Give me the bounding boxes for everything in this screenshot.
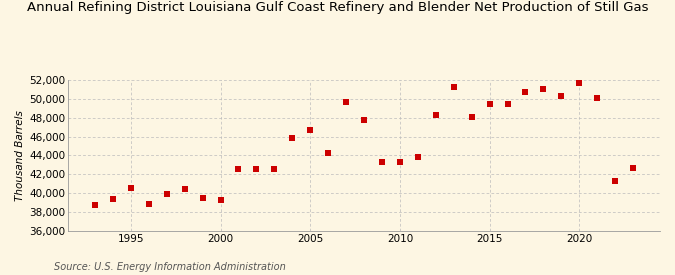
Point [107, 197, 118, 201]
Point [610, 178, 620, 183]
Point [431, 113, 441, 117]
Point [484, 102, 495, 107]
Text: Source: U.S. Energy Information Administration: Source: U.S. Energy Information Administ… [54, 262, 286, 272]
Point [628, 165, 639, 170]
Point [90, 203, 101, 208]
Point [538, 87, 549, 92]
Point [520, 90, 531, 94]
Point [358, 117, 369, 122]
Point [305, 128, 316, 132]
Point [466, 115, 477, 119]
Point [556, 94, 567, 98]
Point [377, 160, 387, 164]
Y-axis label: Thousand Barrels: Thousand Barrels [15, 110, 25, 201]
Point [287, 136, 298, 141]
Point [592, 96, 603, 100]
Point [126, 186, 136, 191]
Point [143, 202, 154, 207]
Point [197, 196, 208, 200]
Point [180, 187, 190, 191]
Point [215, 197, 226, 202]
Point [251, 167, 262, 172]
Point [269, 167, 279, 172]
Point [323, 150, 333, 155]
Point [412, 155, 423, 160]
Point [448, 84, 459, 89]
Point [161, 192, 172, 196]
Point [574, 81, 585, 85]
Point [394, 160, 405, 164]
Text: Annual Refining District Louisiana Gulf Coast Refinery and Blender Net Productio: Annual Refining District Louisiana Gulf … [27, 1, 648, 14]
Point [233, 166, 244, 171]
Point [502, 101, 513, 106]
Point [341, 100, 352, 104]
